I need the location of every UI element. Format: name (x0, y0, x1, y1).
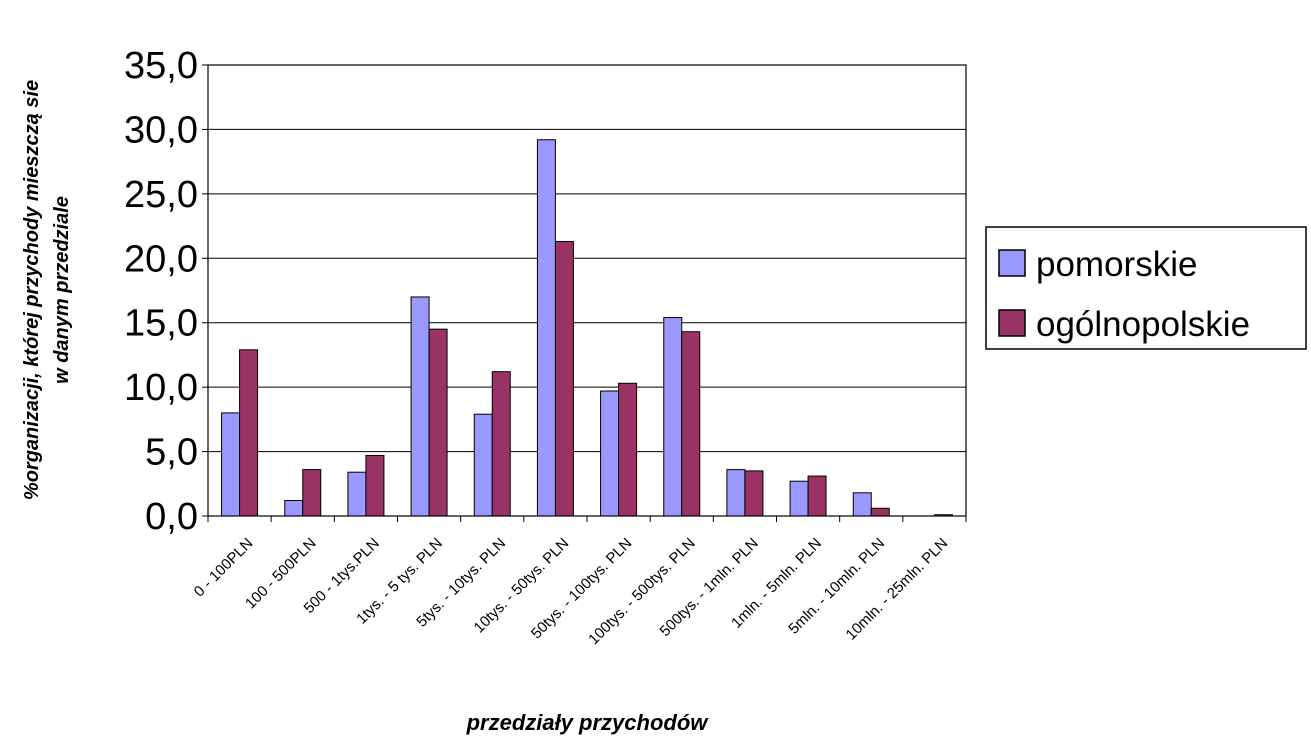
y-tick-label: 25,0 (124, 174, 198, 216)
x-axis-title: przedziały przychodów (466, 710, 710, 735)
bar-pomorskie (284, 500, 304, 517)
bar-ogolnopolskie (807, 475, 827, 517)
y-axis-title: %organizacji, której przychody mieszczą … (21, 80, 73, 500)
legend-box (985, 226, 1307, 350)
y-tick-label: 15,0 (124, 303, 198, 345)
y-tick-label: 30,0 (124, 109, 198, 151)
bar-ogolnopolskie (554, 241, 574, 517)
bar-ogolnopolskie (681, 331, 701, 517)
bar-ogolnopolskie (365, 454, 385, 517)
y-tick-label: 20,0 (124, 238, 198, 280)
bar-pomorskie (726, 469, 746, 517)
legend-label-pomorskie: pomorskie (1036, 245, 1197, 284)
y-tick-label: 5,0 (145, 432, 198, 474)
bar-pomorskie (600, 390, 620, 517)
axes (207, 64, 967, 522)
plot-area-border (207, 64, 967, 517)
legend-swatch-pomorskie (998, 249, 1026, 277)
bar-ogolnopolskie (618, 382, 638, 517)
bar-ogolnopolskie (302, 469, 322, 517)
bar-ogolnopolskie (428, 328, 448, 517)
y-axis-title-line-2: w danym przedziale (51, 196, 73, 384)
y-axis-title-line-1: %organizacji, której przychody mieszczą … (21, 80, 43, 500)
bar-pomorskie (410, 296, 430, 517)
y-tick-label: 0,0 (145, 496, 198, 538)
bar-pomorskie (663, 317, 683, 517)
bar-ogolnopolskie (870, 507, 890, 517)
y-tick-label: 10,0 (124, 367, 198, 409)
x-tick-label: 100tys. - 500tys. PLN (585, 535, 698, 648)
x-tick-label: 0 - 100PLN (191, 535, 257, 601)
bar-pomorskie (852, 492, 872, 517)
bar-ogolnopolskie (491, 371, 511, 517)
bar-ogolnopolskie (744, 470, 764, 517)
bar-pomorskie (347, 471, 367, 517)
y-tick-labels: 0,0 5,0 10,0 15,0 20,0 25,0 30,0 35,0 (124, 45, 198, 538)
legend-label-ogolnopolskie: ogólnopolskie (1036, 305, 1250, 344)
legend: pomorskie ogólnopolskie (985, 226, 1307, 350)
grid-lines (202, 64, 966, 517)
y-tick-label: 35,0 (124, 45, 198, 87)
bar-pomorskie (536, 139, 556, 517)
bar-pomorskie (473, 413, 493, 517)
bars (221, 139, 953, 517)
bar-pomorskie (789, 480, 809, 517)
bar-pomorskie (221, 412, 241, 517)
bar-ogolnopolskie (239, 349, 259, 517)
legend-swatch-ogolnopolskie (998, 309, 1026, 337)
